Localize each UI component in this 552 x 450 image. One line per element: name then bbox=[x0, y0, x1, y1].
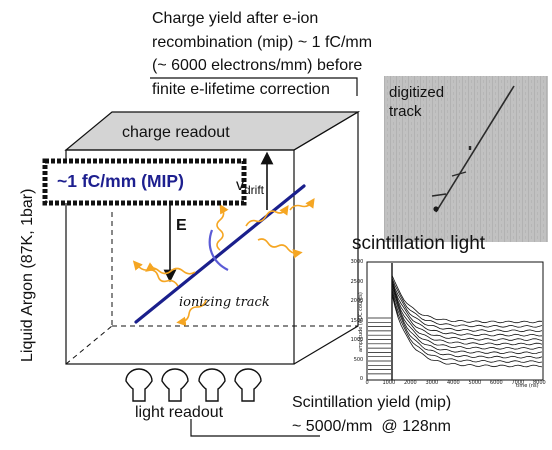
waveform-ytick-label: 1000 bbox=[350, 337, 364, 343]
waveform-curve bbox=[391, 275, 543, 324]
digitized-track-trace bbox=[435, 85, 515, 213]
charge-caption-line-2: recombination (mip) ~ 1 fC/mm bbox=[152, 33, 373, 51]
waveform-curve bbox=[391, 286, 543, 350]
mip-label-box bbox=[42, 158, 247, 206]
photon-1 bbox=[216, 203, 229, 251]
vdrift-main: v bbox=[236, 177, 244, 194]
waveform-curve bbox=[391, 284, 543, 346]
waveform-baselines bbox=[368, 317, 391, 375]
waveform-xtick-label: 6000 bbox=[490, 380, 503, 386]
charge-caption-line-3: (~ 6000 electrons/mm) before bbox=[152, 57, 363, 74]
pmt-bulb-icon bbox=[125, 368, 153, 402]
waveform-ytick-label: 3000 bbox=[350, 259, 364, 265]
waveform-xlabel: time (ns) bbox=[516, 383, 539, 389]
vdrift-sub: drift bbox=[244, 183, 265, 198]
waveform-plot bbox=[366, 261, 544, 381]
scint-caption-line-2: ~ 5000/mm @ 128nm bbox=[292, 418, 451, 435]
waveform-ytick-label: 2000 bbox=[350, 298, 364, 304]
waveform-xtick-label: 8000 bbox=[533, 380, 546, 386]
waveform-curve bbox=[391, 281, 543, 341]
waveform-xtick-label: 2000 bbox=[404, 380, 417, 386]
pmt-bulb-icon bbox=[161, 368, 189, 402]
waveform-curves bbox=[391, 275, 543, 368]
waveform-curve bbox=[391, 292, 543, 363]
photon-2 bbox=[145, 262, 196, 275]
delta-ray bbox=[208, 229, 229, 271]
charge-readout-label: charge readout bbox=[122, 124, 230, 141]
scintillation-photons bbox=[132, 198, 315, 327]
waveform-xtick-label: 7000 bbox=[511, 380, 525, 386]
waveform-ytick-label: 1500 bbox=[350, 317, 364, 324]
waveform-curve bbox=[391, 291, 543, 359]
pmt-bulb-icon bbox=[198, 368, 226, 402]
waveform-frame bbox=[366, 261, 544, 381]
digitized-line-2: track bbox=[389, 103, 422, 120]
photon-4 bbox=[245, 205, 289, 227]
waveform-xtick-label: 0 bbox=[365, 380, 369, 386]
photon-5 bbox=[257, 238, 303, 259]
waveform-ytick-label: 500 bbox=[353, 356, 364, 363]
pmt-array bbox=[125, 368, 262, 402]
digitized-track-branch bbox=[431, 193, 447, 197]
waveform-xtick-label: 1000 bbox=[382, 380, 396, 386]
vdrift-label: vdrift bbox=[236, 177, 265, 198]
charge-caption: Charge yield after e-ion recombination (… bbox=[152, 7, 372, 101]
digitized-track-blob bbox=[433, 206, 439, 212]
scintillation-caption: Scintillation yield (mip) ~ 5000/mm @ 12… bbox=[292, 391, 451, 439]
digitized-line-1: digitized bbox=[389, 84, 445, 101]
photon-6 bbox=[176, 299, 207, 327]
digitized-track-image bbox=[384, 76, 548, 242]
waveform-curve bbox=[391, 289, 543, 355]
detector-right-face bbox=[293, 110, 359, 365]
pmt-bulb-icon bbox=[234, 368, 262, 402]
light-readout-label: light readout bbox=[135, 404, 224, 421]
waveform-xtick-label: 3000 bbox=[425, 380, 439, 386]
waveform-curve bbox=[391, 280, 543, 337]
scint-caption-line-1: Scintillation yield (mip) bbox=[292, 394, 452, 411]
hidden-edge-depth bbox=[65, 325, 113, 365]
scintillation-title: scintillation light bbox=[352, 233, 486, 254]
photon-3 bbox=[132, 260, 179, 287]
waveform-ytick-label: 0 bbox=[359, 376, 364, 382]
waveform-curve bbox=[391, 279, 543, 333]
light-readout-leader bbox=[190, 419, 320, 437]
photon-7 bbox=[289, 198, 315, 211]
waveform-xtick-label: 5000 bbox=[468, 380, 482, 386]
digitized-track-label: digitized track bbox=[389, 83, 444, 121]
charge-caption-leader bbox=[150, 77, 358, 96]
waveform-xtick-label: 4000 bbox=[447, 380, 460, 386]
waveform-curve bbox=[391, 277, 543, 328]
charge-caption-line-1: Charge yield after e-ion bbox=[152, 10, 319, 27]
waveform-curve bbox=[391, 294, 543, 368]
ionizing-track-label: ionizing track bbox=[179, 295, 270, 310]
mip-label: ~1 fC/mm (MIP) bbox=[57, 171, 184, 191]
waveform-ytick-label: 2500 bbox=[350, 278, 364, 285]
efield-label: E bbox=[176, 217, 187, 234]
charge-caption-line-4: finite e-lifetime correction bbox=[152, 80, 330, 98]
ionizing-track-line bbox=[134, 184, 306, 324]
liquid-argon-label: Liquid Argon (87K, 1bar) bbox=[19, 188, 36, 362]
